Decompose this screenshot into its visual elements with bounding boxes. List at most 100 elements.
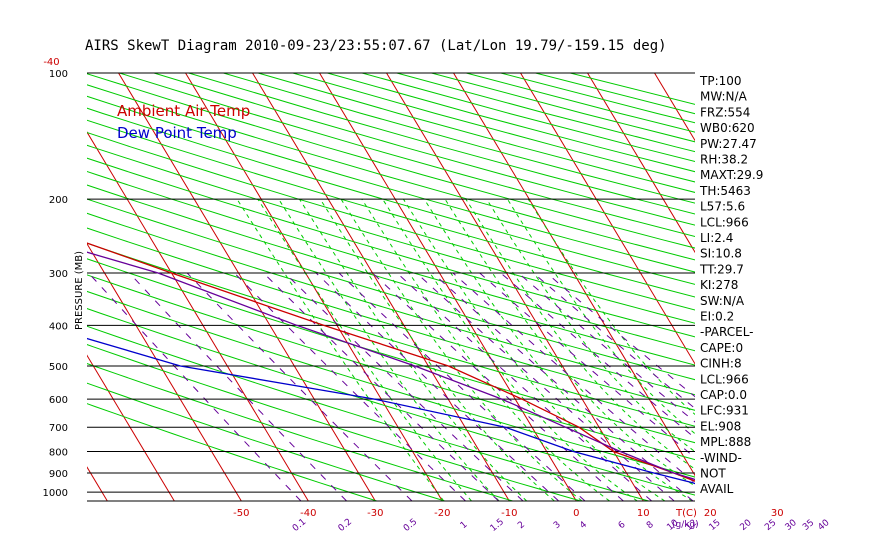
sounding-curves <box>87 242 695 485</box>
dry-adiabat-line <box>87 290 695 478</box>
sounding-index-item: KI:278 <box>700 278 738 292</box>
dry-adiabat-line <box>396 73 695 153</box>
mixing-ratio-line <box>416 272 675 501</box>
dry-adiabat-line <box>361 73 695 162</box>
top-temp-tick-labels: -120-110-100-90-80-70-60-50-40 <box>43 57 59 68</box>
isotherm-line <box>386 73 644 501</box>
legend-ambient-air-temp: Ambient Air Temp <box>117 102 250 120</box>
mixing-ratio-label: 1.5 <box>489 517 506 534</box>
dry-adiabat-line <box>87 308 695 496</box>
mixing-ratio-label: 3 <box>552 520 563 531</box>
dry-adiabat-line <box>87 73 695 249</box>
pressure-tick-label: 500 <box>49 362 68 373</box>
mixing-ratio-line <box>186 272 413 501</box>
sounding-index-item: CAP:0.0 <box>700 388 747 402</box>
dry-adiabat-line <box>87 198 695 381</box>
pressure-tick-label: 200 <box>49 195 68 206</box>
bottom-temp-tick: 0 <box>573 508 579 519</box>
sounding-index-item: AVAIL <box>700 482 734 496</box>
mixing-ratio-line <box>315 272 560 501</box>
sounding-index-item: -WIND- <box>700 451 742 465</box>
bottom-temp-tick: -30 <box>367 508 383 519</box>
mixing-ratio-labels: 0.1 0.2 0.5 1 1.5 2 3 4 6 8 10 12 15 20 25 30 35 40 <box>291 517 832 534</box>
mixing-ratio-label: 6 <box>617 520 628 532</box>
pressure-tick-label: 100 <box>49 69 68 80</box>
moist-adiabat-line <box>278 198 500 501</box>
dry-adiabat-line <box>87 119 695 298</box>
isotherm-line <box>319 73 577 501</box>
top-temp-tick: -40 <box>43 57 59 68</box>
bottom-temp-tick: -20 <box>434 508 450 519</box>
moist-adiabat-line <box>236 198 445 501</box>
pressure-tick-label: 900 <box>49 469 68 480</box>
moist-adiabat-line <box>423 198 693 501</box>
sounding-index-item: EL:908 <box>700 419 741 433</box>
dry-adiabat-line <box>87 84 695 261</box>
sounding-index-item: LCL:966 <box>700 372 749 386</box>
sounding-index-item: EI:0.2 <box>700 310 734 324</box>
bottom-temp-tick: -50 <box>233 508 249 519</box>
mixing-ratio-label: 15 <box>708 518 723 533</box>
mixing-ratio-line <box>372 272 624 501</box>
sounding-index-item: SI:10.8 <box>700 247 742 261</box>
mixing-ratio-label: 20 <box>739 518 754 533</box>
mixing-ratio-line <box>284 272 524 501</box>
chart-title: AIRS SkewT Diagram 2010-09-23/23:55:07.6… <box>85 38 667 54</box>
dry-adiabat-line <box>87 344 581 501</box>
mixing-ratio-label: 0.2 <box>337 517 354 534</box>
moist-adiabat-grid <box>236 198 695 501</box>
mixing-ratio-label: 1 <box>459 520 470 531</box>
dry-adiabat-line <box>87 157 695 338</box>
pressure-tick-label: 800 <box>49 448 68 459</box>
mixing-unit-label: (g/kg) <box>672 520 699 530</box>
dry-adiabat-line <box>257 73 695 193</box>
sounding-index-item: TH:5463 <box>699 184 751 198</box>
bottom-temp-tick-labels: -50 -40 -30 -20 -10 0 10 20 30 <box>233 508 784 519</box>
mixing-ratio-label: 0.1 <box>291 517 308 534</box>
legend-dew-point-temp: Dew Point Temp <box>117 124 237 142</box>
dry-adiabat-line <box>466 73 695 133</box>
isotherm-line <box>0 73 40 501</box>
sounding-index-item: LFC:931 <box>700 404 749 418</box>
dry-adiabat-line <box>431 73 695 143</box>
mixing-ratio-label: 30 <box>784 518 799 533</box>
moist-adiabat-line <box>340 198 583 501</box>
pressure-tick-label: 700 <box>49 423 68 434</box>
dry-adiabat-line <box>223 73 695 204</box>
mixing-ratio-line <box>263 272 499 501</box>
mixing-ratio-line <box>396 272 653 501</box>
parcel-curve <box>87 251 695 481</box>
isotherm-line <box>587 73 695 254</box>
pressure-tick-label: 600 <box>49 395 68 406</box>
dry-adiabat-line <box>87 184 695 366</box>
bottom-temp-tick: 30 <box>771 508 784 519</box>
isobar-grid <box>87 72 695 502</box>
bottom-temp-tick: 10 <box>637 508 650 519</box>
sounding-index-item: SW:N/A <box>700 294 745 308</box>
sounding-index-item: TP:100 <box>699 74 742 88</box>
mixing-ratio-label: 8 <box>645 520 656 532</box>
moist-adiabat-line <box>257 198 472 501</box>
moist-adiabat-line <box>486 198 695 453</box>
mixing-ratio-line <box>500 272 695 439</box>
mixing-ratio-label: 40 <box>816 518 831 533</box>
bottom-temp-tick: -10 <box>501 508 517 519</box>
mixing-ratio-label: 4 <box>578 520 589 532</box>
mixing-ratio-line <box>338 272 586 501</box>
dry-adiabat-line <box>87 274 695 461</box>
mixing-ratio-label: 2 <box>516 520 527 531</box>
dry-adiabat-line <box>500 73 695 124</box>
dry-adiabat-grid <box>87 73 695 501</box>
pressure-tick-label: 1000 <box>43 488 68 499</box>
pressure-tick-labels: 100 200 300 400 500 600 700 800 900 1000 <box>43 69 68 499</box>
dry-adiabat-line <box>87 227 695 411</box>
moist-adiabat-line <box>361 198 610 501</box>
sounding-index-item: TT:29.7 <box>699 262 744 276</box>
isotherm-line <box>87 466 108 501</box>
moist-adiabat-line <box>403 198 666 501</box>
mixing-ratio-line <box>234 272 466 501</box>
dry-adiabat-line <box>87 107 695 285</box>
sounding-index-item: LI:2.4 <box>700 231 733 245</box>
